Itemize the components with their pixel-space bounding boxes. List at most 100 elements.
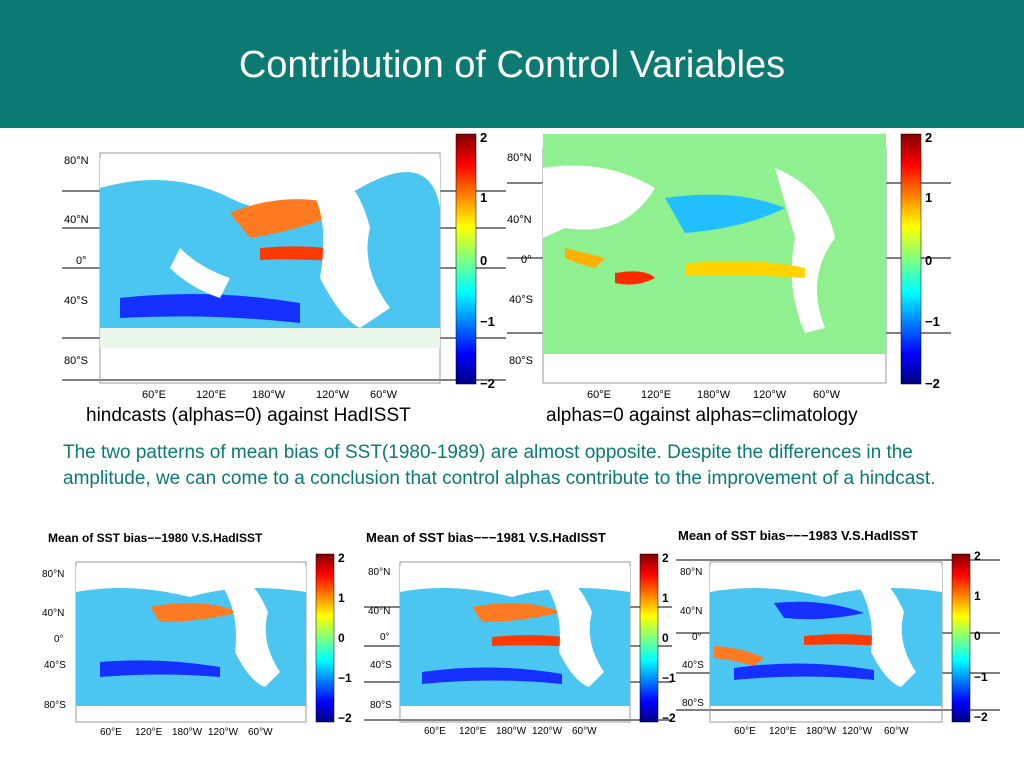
lat-label: 80°N — [42, 569, 64, 580]
lon-label: 120°W — [316, 389, 350, 398]
lon-label: 120°E — [459, 726, 487, 737]
colorbar-label: −2 — [662, 711, 676, 725]
lat-label: 0° — [521, 254, 532, 266]
lat-label: 0° — [54, 634, 64, 645]
colorbar-label: −2 — [974, 710, 988, 724]
map-title: Mean of SST bias−−−1981 V.S.HadISST — [366, 530, 606, 545]
colorbar-label: 2 — [974, 549, 981, 563]
lon-label: 120°W — [842, 726, 873, 737]
lat-label: 40°N — [42, 608, 64, 619]
colorbar-label: −1 — [662, 671, 676, 685]
lon-label: 60°E — [100, 727, 122, 738]
slide-title: Contribution of Control Variables — [238, 44, 786, 86]
colorbar-label: 0 — [338, 631, 345, 645]
lon-label: 60°E — [142, 389, 166, 398]
colorbar-labels-map1: 2 1 0 −1 −2 — [480, 130, 495, 391]
colorbar-labels-map5: 2 1 0 −1 −2 — [974, 549, 988, 724]
map-panel-1983: Mean of SST bias−−−1983 V.S.HadISST 80°N… — [676, 528, 1000, 737]
lon-label: 60°E — [424, 726, 446, 737]
lat-label: 40°S — [509, 294, 533, 306]
colorbar-labels-map3: 2 1 0 −1 −2 — [338, 551, 352, 725]
lat-label: 40°S — [370, 660, 392, 671]
lat-label: 40°N — [507, 214, 532, 226]
colorbar-label: 1 — [974, 589, 981, 603]
map-title: Mean of SST bias−−1980 V.S.HadISST — [48, 531, 263, 545]
colorbar-label: 1 — [338, 591, 345, 605]
lat-labels-map4: 80°N 40°N 0° 40°S 80°S — [368, 567, 392, 711]
lat-label: 40°S — [64, 295, 88, 307]
lon-label: 180°W — [172, 727, 203, 738]
lat-label: 80°S — [44, 700, 66, 711]
lon-label: 60°W — [370, 389, 398, 398]
map-title: Mean of SST bias−−−1983 V.S.HadISST — [678, 528, 918, 543]
lon-label: 180°W — [806, 726, 837, 737]
colorbar-label: −2 — [480, 376, 495, 391]
colorbar-label: −1 — [480, 314, 495, 329]
colorbar-label: 0 — [925, 253, 932, 268]
colorbar-labels-map4: 2 1 0 −1 −2 — [662, 551, 676, 725]
lon-label: 60°W — [572, 726, 597, 737]
map-caption-hindcast: hindcasts (alphas=0) against HadISST — [86, 405, 411, 426]
colorbar-label: −2 — [338, 711, 352, 725]
lon-label: 60°W — [248, 727, 273, 738]
colorbar-labels-map2: 2 1 0 −1 −2 — [925, 130, 940, 391]
lon-label: 60°W — [884, 726, 909, 737]
lon-labels-map1: 60°E 120°E 180°W 120°W 60°W — [142, 389, 398, 398]
lat-label: 0° — [380, 632, 390, 643]
lat-label: 80°S — [682, 698, 704, 709]
lat-label: 40°N — [368, 606, 390, 617]
lon-label: 120°E — [769, 726, 797, 737]
map-panel-1981: Mean of SST bias−−−1981 V.S.HadISST 80°N… — [364, 530, 676, 737]
lon-label: 180°W — [697, 389, 731, 398]
lon-labels-map4: 60°E 120°E 180°W 120°W 60°W — [424, 726, 597, 737]
lon-label: 60°E — [587, 389, 611, 398]
lat-label: 40°S — [682, 660, 704, 671]
lat-labels-map3: 80°N 40°N 0° 40°S 80°S — [42, 569, 66, 711]
colorbar-label: −1 — [338, 671, 352, 685]
lon-label: 120°W — [753, 389, 787, 398]
colorbar-label: 2 — [662, 551, 669, 565]
colorbar-label: −1 — [974, 670, 988, 684]
colorbar-label: 2 — [338, 551, 345, 565]
lon-label: 120°W — [208, 727, 239, 738]
lat-label: 80°S — [509, 355, 533, 367]
lat-label: 80°N — [680, 567, 702, 578]
colorbar-label: −1 — [925, 314, 940, 329]
lat-label: 80°N — [368, 567, 390, 578]
lat-label: 40°N — [64, 214, 89, 226]
lat-label: 80°S — [370, 700, 392, 711]
map-panel-alphas: 80°N 40°N 0° 40°S 80°S 60°E 120°E 180°W … — [507, 130, 951, 398]
map-caption-alphas: alphas=0 against alphas=climatology — [546, 405, 858, 426]
colorbar — [639, 553, 659, 723]
lon-labels-map3: 60°E 120°E 180°W 120°W 60°W — [100, 727, 273, 738]
lon-label: 120°E — [135, 727, 163, 738]
lon-label: 180°W — [252, 389, 286, 398]
lat-label: 40°S — [44, 660, 66, 671]
lat-labels-map1: 80°N 40°N 0° 40°S 80°S — [64, 155, 89, 367]
slide-header: Contribution of Control Variables — [0, 0, 1024, 128]
colorbar — [315, 553, 335, 723]
map-panel-hindcast: 80°N 40°N 0° 40°S 80°S 60°E 120°E 180°W … — [62, 130, 506, 398]
lat-label: 40°N — [680, 606, 702, 617]
colorbar — [951, 553, 971, 723]
colorbar-label: 2 — [925, 130, 932, 145]
colorbar-label: 1 — [480, 190, 487, 205]
lon-label: 120°E — [641, 389, 671, 398]
colorbar-label: 2 — [480, 130, 487, 145]
colorbar-label: 0 — [480, 253, 487, 268]
lon-labels-map5: 60°E 120°E 180°W 120°W 60°W — [734, 726, 909, 737]
colorbar-label: 0 — [974, 629, 981, 643]
lat-label: 80°N — [507, 152, 532, 164]
lat-label: 0° — [76, 255, 87, 267]
colorbar — [455, 133, 477, 385]
lat-labels-map2: 80°N 40°N 0° 40°S 80°S — [507, 152, 533, 367]
colorbar-label: −2 — [925, 376, 940, 391]
lon-label: 120°E — [196, 389, 226, 398]
colorbar-label: 1 — [662, 591, 669, 605]
lat-label: 80°S — [64, 355, 88, 367]
lat-label: 0° — [692, 632, 702, 643]
colorbar — [900, 133, 922, 385]
lon-labels-map2: 60°E 120°E 180°W 120°W 60°W — [587, 389, 841, 398]
lon-label: 60°W — [813, 389, 841, 398]
map-panel-1980: Mean of SST bias−−1980 V.S.HadISST 80°N … — [42, 531, 352, 738]
